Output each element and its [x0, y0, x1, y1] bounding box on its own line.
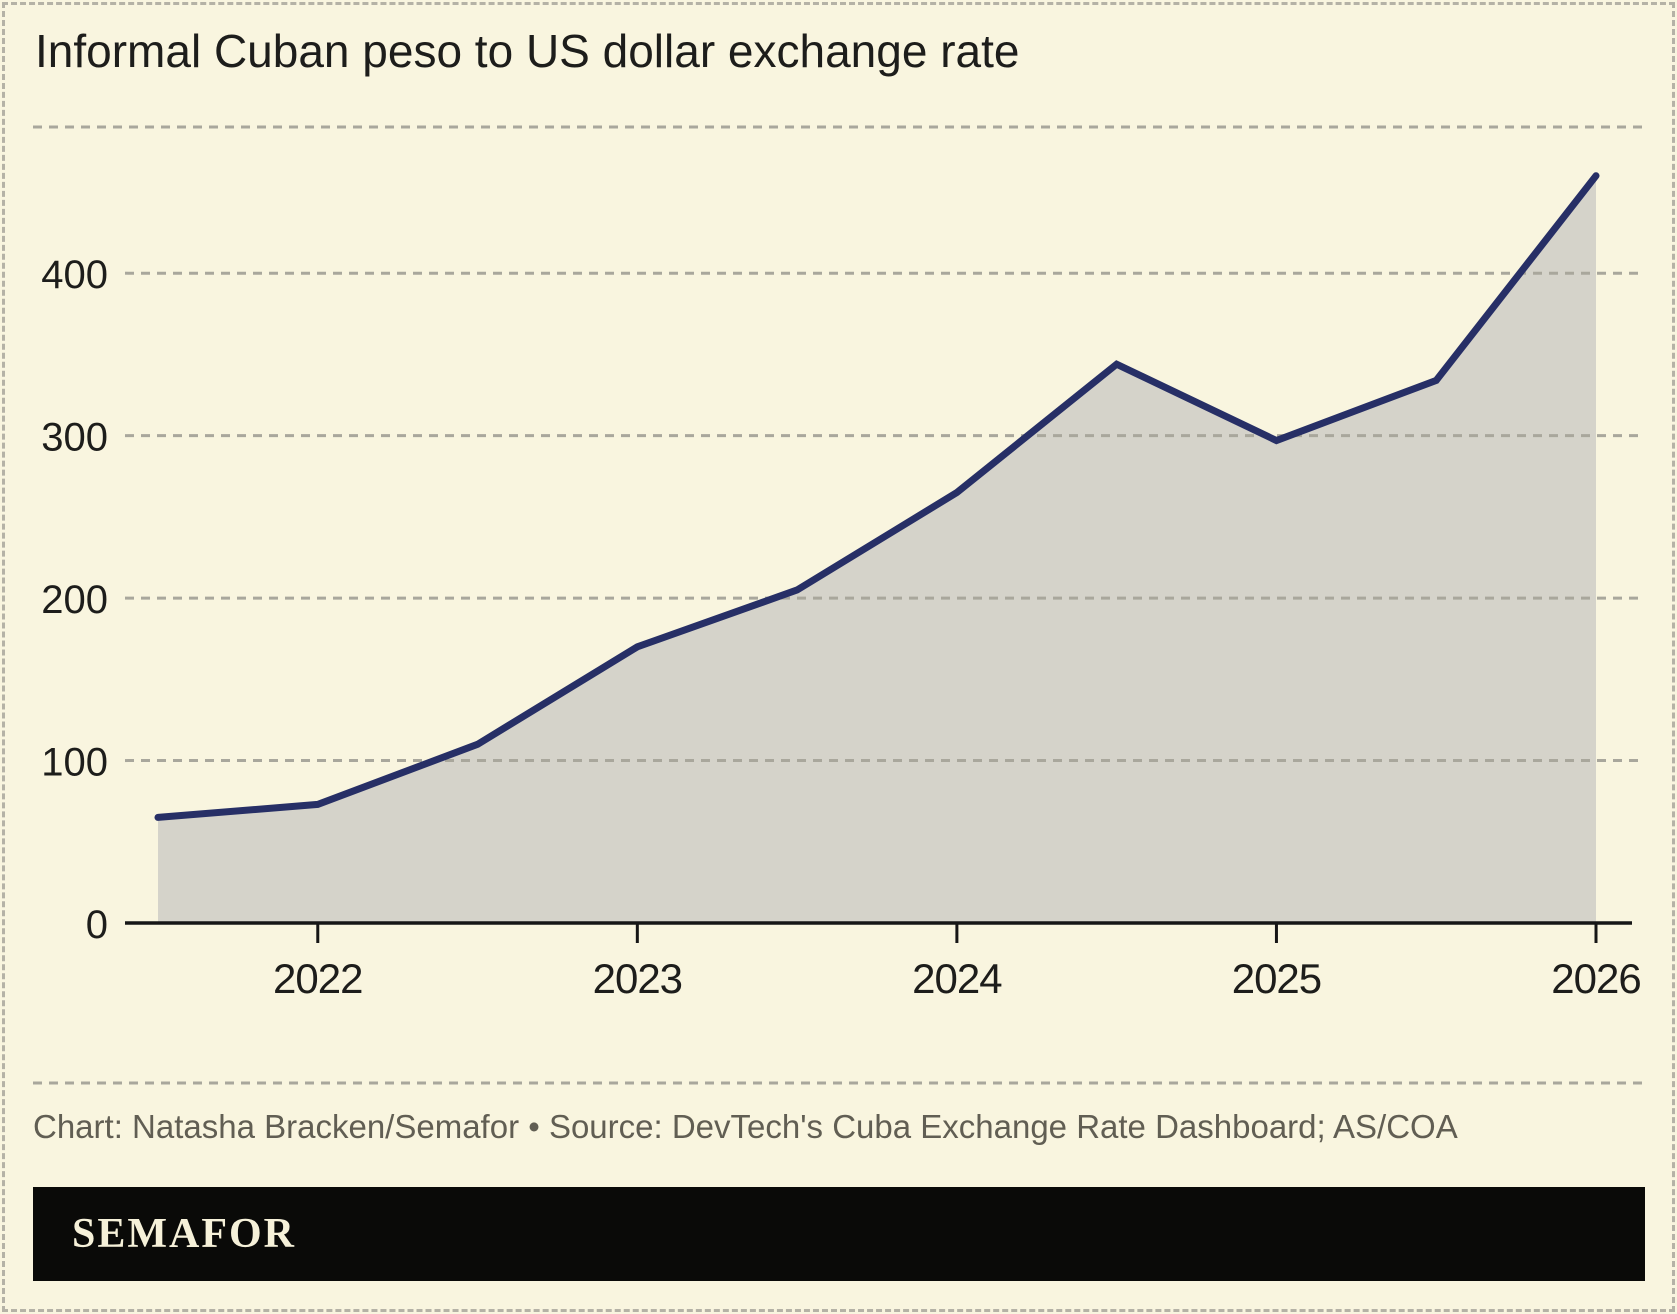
x-axis-label-2024: 2024 [912, 955, 1002, 1002]
x-axis-label-2026: 2026 [1551, 955, 1640, 1002]
area-fill [158, 175, 1596, 924]
y-axis-label-100: 100 [41, 741, 108, 785]
exchange-rate-line [154, 172, 1600, 821]
x-axis-label-2025: 2025 [1232, 955, 1321, 1002]
semafor-logo-bar: SEMAFOR [33, 1187, 1645, 1281]
x-axis-label-2022: 2022 [273, 955, 362, 1002]
chart-caption: Chart: Natasha Bracken/Semafor • Source:… [33, 1108, 1458, 1145]
semafor-logo: SEMAFOR [72, 1211, 296, 1257]
y-axis-label-200: 200 [41, 578, 108, 622]
x-axis-label-2023: 2023 [593, 955, 682, 1002]
y-axis-label-0: 0 [86, 903, 108, 947]
y-axis-label-300: 300 [41, 416, 108, 460]
chart-title: Informal Cuban peso to US dollar exchang… [35, 25, 1020, 77]
y-axis-label-400: 400 [41, 253, 108, 297]
